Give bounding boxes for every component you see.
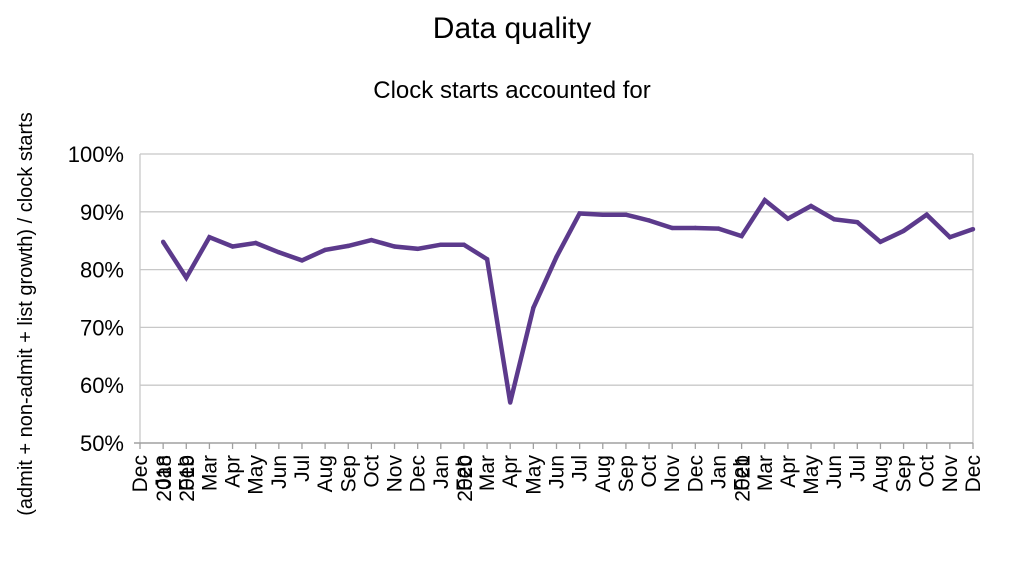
data-point [554, 254, 559, 260]
data-point [693, 225, 698, 231]
y-tick-label: 90% [80, 200, 124, 225]
x-tick-label: Sep [615, 455, 638, 492]
data-point [878, 239, 883, 245]
x-tick-label: May [245, 455, 268, 495]
data-point [808, 203, 814, 209]
data-point [484, 256, 490, 262]
data-point [716, 226, 721, 231]
data-point [346, 243, 351, 249]
x-tick-label: Oct [638, 455, 661, 488]
x-tick-label: Feb [453, 455, 476, 491]
x-tick-label: Sep [337, 455, 360, 492]
x-tick-label: Apr [222, 455, 245, 488]
x-tick-label: Oct [360, 455, 383, 488]
gridlines [140, 153, 973, 386]
x-tick-label: Dec [962, 455, 985, 492]
x-tick-label: May [800, 455, 823, 495]
data-point [160, 239, 166, 245]
data-point [739, 233, 744, 239]
data-point [299, 258, 305, 263]
x-tick-label: Jul [846, 455, 869, 482]
data-point [947, 235, 953, 240]
y-tick-label: 50% [80, 431, 124, 456]
x-tick-label: Aug [869, 455, 892, 492]
x-tick-label: Aug [314, 455, 337, 492]
x-tick-label: Jun [268, 455, 291, 489]
x-tick-label: Jun [823, 455, 846, 489]
data-point [230, 244, 235, 249]
x-tick-label: Jan2019 [152, 455, 199, 502]
data-point [577, 211, 582, 216]
x-tick-label: Apr [499, 455, 522, 488]
x-tick-label: May [522, 455, 545, 495]
data-point [646, 218, 652, 223]
x-tick-label: Jun [546, 455, 569, 489]
x-tick-label: Feb [175, 455, 198, 491]
x-tick-label: Dec [684, 455, 707, 492]
data-point [184, 275, 189, 280]
chart-subtitle: Clock starts accounted for [373, 77, 651, 104]
data-point [785, 216, 791, 221]
data-point [970, 226, 976, 232]
x-tick-label: Dec2018 [129, 455, 176, 502]
y-tick-label: 60% [80, 373, 124, 398]
x-tick-label: Apr [777, 455, 800, 488]
data-point [253, 240, 258, 246]
y-tick-label: 80% [80, 258, 124, 283]
series-group [160, 196, 976, 405]
data-point [924, 212, 929, 217]
x-tick-label: Nov [939, 455, 962, 493]
axes [134, 154, 974, 444]
x-tick-label: Aug [592, 455, 615, 492]
data-point [369, 237, 374, 243]
data-point [669, 225, 675, 231]
y-axis-ticks: 50% 60% 70% 80% 90% 100% [68, 142, 124, 456]
x-tick-label: Mar [754, 455, 777, 491]
data-point [438, 242, 444, 247]
x-tick-label: Sep [893, 455, 916, 492]
x-tick-label: Mar [476, 455, 499, 491]
y-tick-label: 100% [68, 142, 124, 167]
x-tick-label: Nov [384, 455, 407, 493]
series-line [161, 196, 974, 404]
data-point [831, 217, 837, 222]
x-tick-label: Mar [198, 455, 221, 491]
y-axis-label: (admit + non-admit + list growth) / cloc… [15, 112, 37, 515]
data-point [623, 212, 629, 217]
x-tick-label: Oct [916, 455, 939, 488]
data-point [855, 220, 860, 225]
x-tick-label: Jul [569, 455, 592, 482]
data-point [901, 228, 906, 234]
x-tick-label: Nov [661, 455, 684, 493]
data-point [461, 242, 467, 247]
data-point [392, 244, 397, 249]
data-point [207, 235, 212, 240]
y-tick-label: 70% [80, 315, 124, 340]
data-point [762, 198, 767, 203]
data-point [322, 247, 328, 253]
data-point [600, 212, 605, 217]
chart-title: Data quality [432, 12, 592, 45]
x-tick-label: Jul [291, 455, 314, 482]
data-point [531, 305, 536, 310]
x-tick-label: Feb [731, 455, 754, 491]
data-point [276, 250, 282, 255]
data-point [508, 400, 513, 405]
x-tick-label: Dec [407, 455, 430, 492]
data-point [415, 246, 420, 251]
x-tick-label: Jan2021 [707, 455, 754, 502]
x-tick-label: Jan2020 [430, 455, 477, 502]
